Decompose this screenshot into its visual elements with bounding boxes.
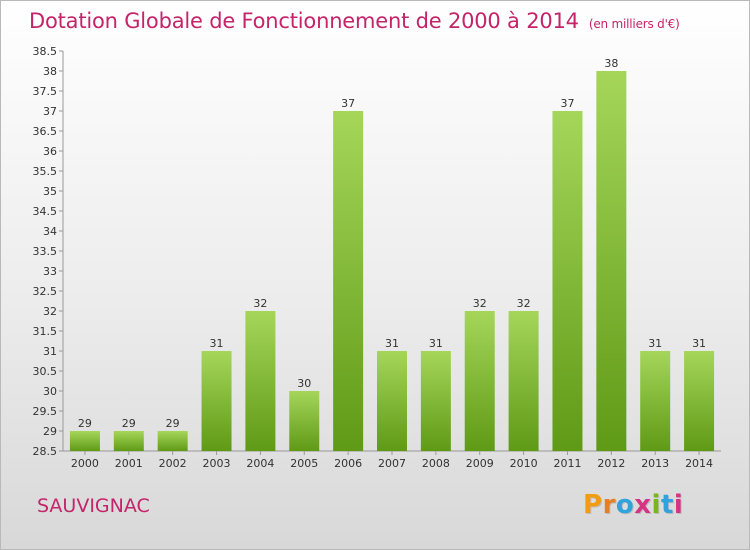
bar-value-label: 31 <box>385 337 399 350</box>
bar <box>552 111 583 451</box>
y-tick-label: 37 <box>43 105 57 118</box>
proxiti-logo[interactable]: Proxiti <box>583 490 683 520</box>
x-tick-label: 2013 <box>641 457 669 470</box>
x-tick-label: 2004 <box>246 457 274 470</box>
y-tick-label: 29 <box>43 425 57 438</box>
logo-letter: r <box>602 490 616 520</box>
y-tick-label: 38 <box>43 65 57 78</box>
logo-letter: x <box>634 490 652 520</box>
bar-value-label: 29 <box>78 417 92 430</box>
logo-letter: i <box>651 490 661 520</box>
logo-letter: P <box>583 490 603 520</box>
logo-letter: i <box>673 490 684 520</box>
chart-title: Dotation Globale de Fonctionnement de 20… <box>29 9 680 33</box>
bar-value-label: 31 <box>648 337 662 350</box>
y-tick-label: 31 <box>43 345 57 358</box>
bar-value-label: 31 <box>210 337 224 350</box>
y-tick-label: 30 <box>43 385 57 398</box>
chart-title-text: Dotation Globale de Fonctionnement de 20… <box>29 9 579 33</box>
bar <box>289 391 320 451</box>
x-tick-label: 2010 <box>510 457 538 470</box>
x-tick-label: 2000 <box>71 457 99 470</box>
bar-value-label: 31 <box>692 337 706 350</box>
bar <box>420 351 451 451</box>
bar-value-label: 37 <box>341 97 355 110</box>
x-tick-label: 2003 <box>203 457 231 470</box>
bar <box>464 311 495 451</box>
bar-value-label: 32 <box>473 297 487 310</box>
bar-value-label: 32 <box>517 297 531 310</box>
x-tick-label: 2002 <box>159 457 187 470</box>
logo-letter: t <box>660 490 674 520</box>
y-tick-label: 38.5 <box>33 45 58 58</box>
y-tick-label: 28.5 <box>33 445 58 458</box>
bar <box>640 351 671 451</box>
bar <box>684 351 715 451</box>
x-tick-label: 2009 <box>466 457 494 470</box>
x-tick-label: 2011 <box>553 457 581 470</box>
y-tick-label: 36 <box>43 145 57 158</box>
x-tick-label: 2007 <box>378 457 406 470</box>
x-tick-label: 2001 <box>115 457 143 470</box>
bar <box>113 431 144 451</box>
bar-value-label: 32 <box>253 297 267 310</box>
bar <box>377 351 407 451</box>
logo-letter: o <box>615 490 635 520</box>
y-tick-label: 36.5 <box>33 125 58 138</box>
y-tick-label: 32 <box>43 305 57 318</box>
commune-name: SAUVIGNAC <box>37 495 150 517</box>
y-tick-label: 35 <box>43 185 57 198</box>
y-tick-label: 37.5 <box>33 85 58 98</box>
x-tick-label: 2006 <box>334 457 362 470</box>
y-tick-label: 35.5 <box>33 165 58 178</box>
bar <box>201 351 232 451</box>
bar <box>245 311 276 451</box>
x-tick-label: 2012 <box>597 457 625 470</box>
bar <box>596 71 627 451</box>
x-tick-label: 2014 <box>685 457 713 470</box>
y-tick-label: 29.5 <box>33 405 58 418</box>
x-tick-label: 2005 <box>290 457 318 470</box>
y-tick-label: 32.5 <box>33 285 58 298</box>
chart-unit: (en milliers d'€) <box>588 17 680 31</box>
bar <box>333 111 364 451</box>
bar-value-label: 30 <box>297 377 311 390</box>
bar <box>157 431 188 451</box>
bar-value-label: 31 <box>429 337 443 350</box>
y-tick-label: 33.5 <box>33 245 58 258</box>
y-tick-label: 31.5 <box>33 325 58 338</box>
bar-value-label: 37 <box>560 97 574 110</box>
y-tick-label: 33 <box>43 265 57 278</box>
y-tick-label: 30.5 <box>33 365 58 378</box>
y-tick-label: 34.5 <box>33 205 58 218</box>
bar <box>508 311 539 451</box>
bar <box>69 431 100 451</box>
x-tick-label: 2008 <box>422 457 450 470</box>
y-tick-label: 34 <box>43 225 57 238</box>
bar-value-label: 29 <box>122 417 136 430</box>
bar-value-label: 38 <box>604 57 618 70</box>
bar-value-label: 29 <box>166 417 180 430</box>
